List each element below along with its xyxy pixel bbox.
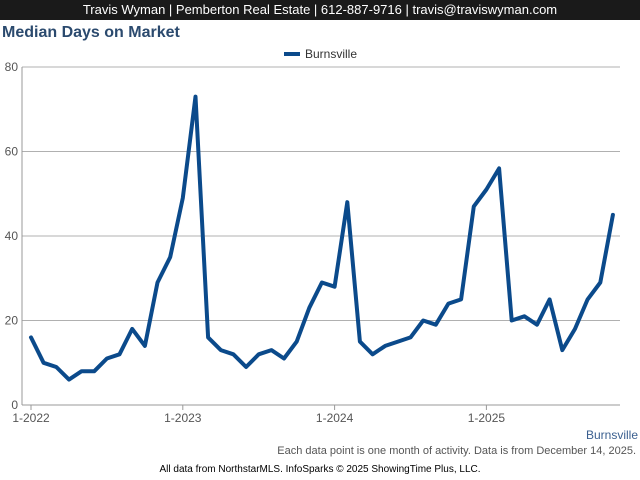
credits: All data from NorthstarMLS. InfoSparks ©… [159,464,481,475]
y-tick-label-0: 0 [11,398,18,412]
legend-label: Burnsville [305,47,357,61]
series-layer [29,94,615,382]
chart-title: Median Days on Market [2,24,180,41]
series-line-burnsville [29,94,615,382]
x-axis-label: Burnsville [585,428,638,442]
legend-layer: Burnsville [284,47,357,61]
y-tick-label-20: 20 [5,314,19,328]
grid-layer [22,66,620,321]
x-tick-label-1-2025: 1-2025 [468,411,506,425]
data-footnote: Each data point is one month of activity… [277,445,636,457]
x-tick-label-1-2022: 1-2022 [12,411,50,425]
y-tick-label-80: 80 [5,60,19,74]
y-tick-label-40: 40 [5,229,19,243]
contact-header: Travis Wyman | Pemberton Real Estate | 6… [0,0,640,20]
axis-layer: 0 20 40 60 80 1-2022 1-2023 1-2024 1-2025 [5,60,620,425]
x-tick-label-1-2023: 1-2023 [164,411,202,425]
y-tick-label-60: 60 [5,145,19,159]
x-tick-label-1-2024: 1-2024 [316,411,354,425]
